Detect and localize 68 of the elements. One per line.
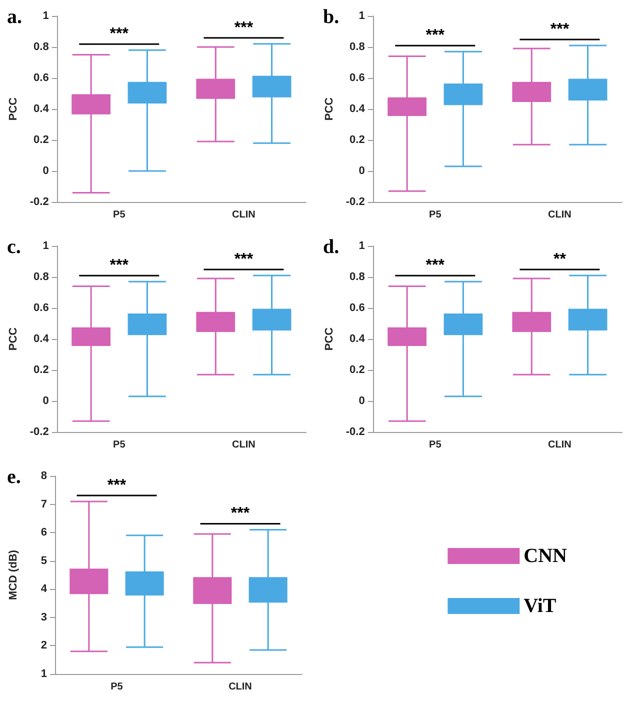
- y-axis-title: MCD (dB): [8, 550, 20, 600]
- y-tick-label: 0: [42, 395, 49, 407]
- y-axis-title: PCC: [8, 97, 20, 121]
- y-tick-label: 0.8: [350, 271, 365, 283]
- y-axis-title: PCC: [8, 327, 20, 351]
- x-tick-label: P5: [113, 210, 126, 220]
- y-tick-label: 0.6: [350, 302, 365, 314]
- y-axis-title: PCC: [324, 97, 336, 121]
- annotation: ***: [234, 250, 254, 268]
- annotation: ***: [426, 257, 446, 274]
- x-tick-label: CLIN: [228, 682, 252, 692]
- x-tick-label: CLIN: [548, 210, 572, 220]
- y-tick-label: 1: [42, 240, 49, 252]
- annotation: **: [553, 250, 567, 268]
- y-tick-label: 0.6: [34, 72, 49, 84]
- annotation: ***: [110, 26, 130, 43]
- y-tick-label: 0.8: [34, 271, 49, 283]
- legend-label: ViT: [524, 595, 557, 617]
- y-tick-label: 2: [40, 640, 47, 652]
- x-tick-label: P5: [429, 210, 442, 220]
- x-tick-label: CLIN: [232, 210, 256, 220]
- legend-label: CNN: [524, 545, 568, 567]
- x-tick-label: P5: [429, 440, 442, 450]
- y-tick-label: 0.6: [34, 302, 49, 314]
- y-tick-label: -0.2: [30, 426, 49, 438]
- y-tick-label: 0.6: [350, 72, 365, 84]
- y-tick-label: -0.2: [30, 196, 49, 208]
- annotation: ***: [230, 505, 250, 522]
- x-tick-label: CLIN: [232, 440, 256, 450]
- chart-title: d.: [323, 236, 340, 258]
- y-tick-label: 1: [42, 10, 49, 22]
- chart-title: a.: [7, 6, 22, 28]
- x-tick-label: P5: [110, 682, 124, 692]
- y-tick-label: 0.8: [350, 41, 365, 53]
- chart-title: c.: [7, 236, 21, 258]
- y-tick-label: 1: [358, 10, 365, 22]
- y-tick-label: 8: [40, 470, 47, 482]
- y-tick-label: 4: [40, 583, 48, 596]
- y-tick-label: 0.4: [34, 333, 50, 345]
- y-tick-label: 6: [40, 526, 47, 539]
- y-tick-label: 1: [358, 240, 365, 252]
- annotation: ***: [234, 19, 254, 36]
- y-tick-label: 7: [40, 498, 47, 510]
- y-tick-label: 0.2: [350, 134, 365, 146]
- y-tick-label: 0.4: [34, 103, 50, 115]
- y-tick-label: 0.2: [350, 364, 365, 376]
- annotation: ***: [107, 476, 127, 494]
- annotation: ***: [426, 27, 446, 44]
- y-tick-label: 0.8: [34, 41, 49, 53]
- chart-title: b.: [323, 6, 340, 28]
- y-tick-label: 0.4: [350, 333, 366, 345]
- annotation: ***: [550, 20, 570, 38]
- y-tick-label: 0.4: [350, 103, 366, 115]
- y-tick-label: -0.2: [346, 196, 365, 208]
- y-axis-title: PCC: [324, 327, 336, 351]
- y-tick-label: 0: [358, 395, 365, 407]
- y-tick-label: 0.2: [34, 134, 49, 146]
- annotation: ***: [110, 257, 130, 274]
- x-tick-label: P5: [113, 440, 126, 450]
- chart-title: e.: [7, 466, 21, 488]
- y-tick-label: -0.2: [346, 426, 365, 438]
- x-tick-label: CLIN: [548, 440, 572, 450]
- y-tick-label: 3: [40, 611, 47, 624]
- y-tick-label: 0.2: [34, 364, 49, 376]
- y-tick-label: 0: [358, 165, 365, 177]
- y-tick-label: 5: [40, 554, 47, 567]
- y-tick-label: 0: [42, 165, 49, 177]
- y-tick-label: 1: [40, 668, 47, 680]
